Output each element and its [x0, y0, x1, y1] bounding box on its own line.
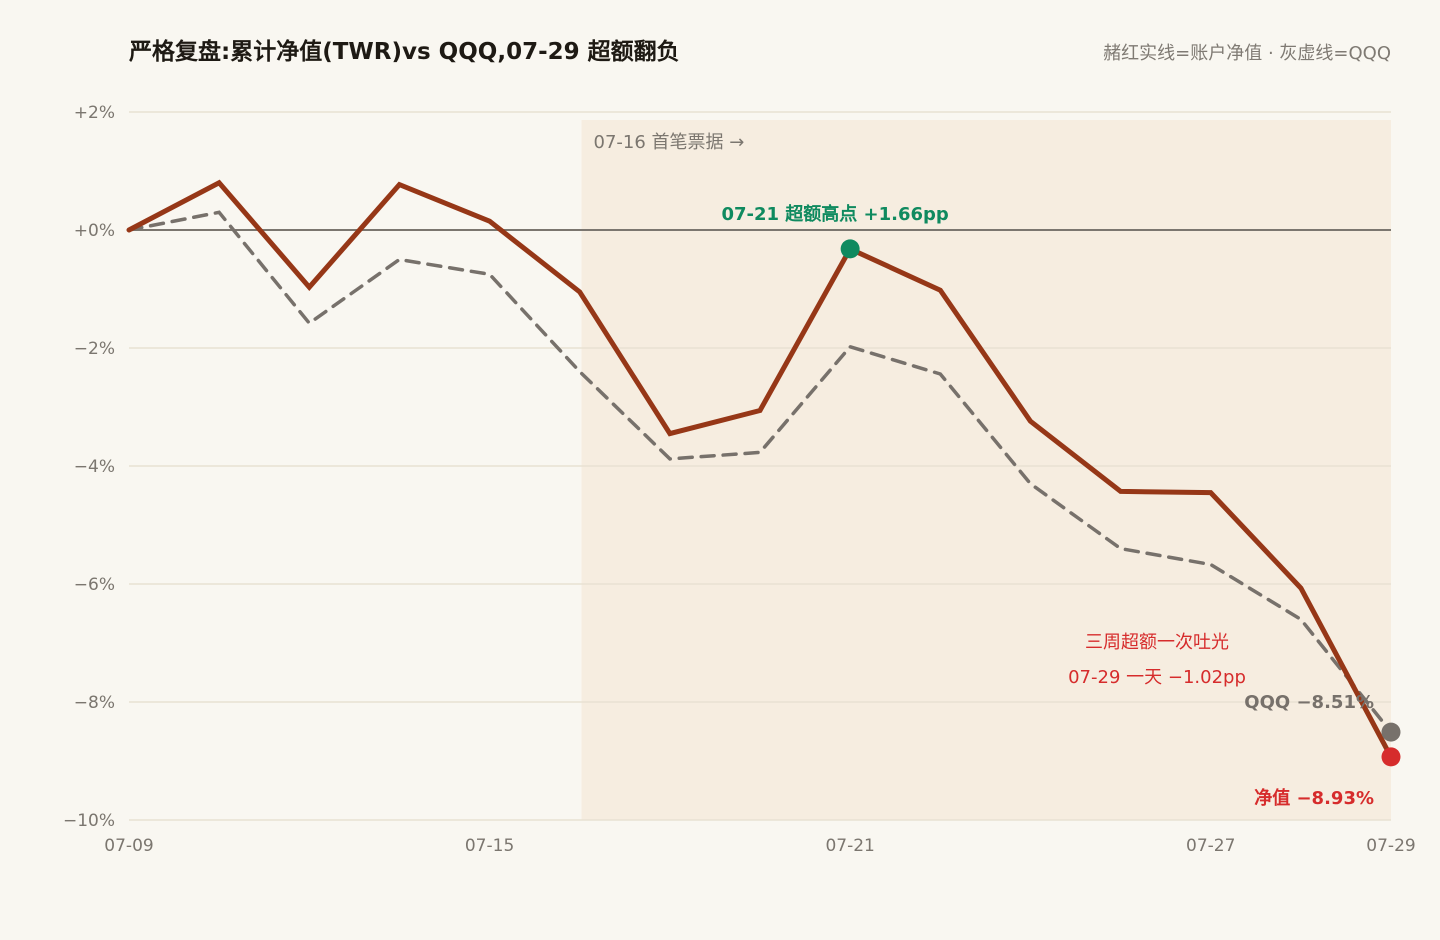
- reversal-annotation-line2: 07-29 一天 −1.02pp: [1068, 667, 1246, 688]
- series-line-nav: [126, 179, 1394, 760]
- peak-annotation: 07-21 超额高点 +1.66pp: [721, 203, 948, 225]
- gridlines: [129, 111, 1391, 821]
- nav-end-label: 净值 −8.93%: [1254, 787, 1374, 809]
- y-tick-label: −8%: [74, 693, 115, 713]
- x-tick-label: 07-09: [104, 836, 153, 856]
- chart-title: 严格复盘:累计净值(TWR)vs QQQ,07-29 超额翻负: [129, 38, 680, 65]
- y-tick-label: −10%: [63, 811, 115, 831]
- y-tick-label: −2%: [74, 339, 115, 359]
- x-tick-label: 07-21: [825, 836, 874, 856]
- qqq-end-label: QQQ −8.51%: [1244, 692, 1374, 713]
- shaded-region: [581, 120, 1391, 820]
- x-tick-label: 07-27: [1186, 836, 1235, 856]
- series-line-qqq: [127, 210, 1393, 734]
- shaded-region-label: 07-16 首笔票据 →: [594, 132, 745, 153]
- nav-end-marker: [1381, 747, 1401, 767]
- qqq-end-marker: [1381, 722, 1401, 742]
- peak-marker: [840, 239, 860, 259]
- legend-note: 赭红实线=账户净值 · 灰虚线=QQQ: [1103, 43, 1391, 64]
- reversal-annotation-line1: 三周超额一次吐光: [1085, 632, 1229, 653]
- series-lines: [126, 179, 1394, 760]
- y-tick-label: −4%: [74, 457, 115, 477]
- y-tick-label: +0%: [74, 221, 115, 241]
- y-tick-label: +2%: [74, 103, 115, 123]
- markers: [840, 239, 1401, 767]
- x-tick-label: 07-29: [1366, 836, 1415, 856]
- y-axis-ticks: +2% +0% −2% −4% −6% −8% −10%: [63, 103, 115, 831]
- x-axis-ticks: 07-09 07-15 07-21 07-27 07-29: [104, 836, 1415, 856]
- y-tick-label: −6%: [74, 575, 115, 595]
- x-tick-label: 07-15: [465, 836, 514, 856]
